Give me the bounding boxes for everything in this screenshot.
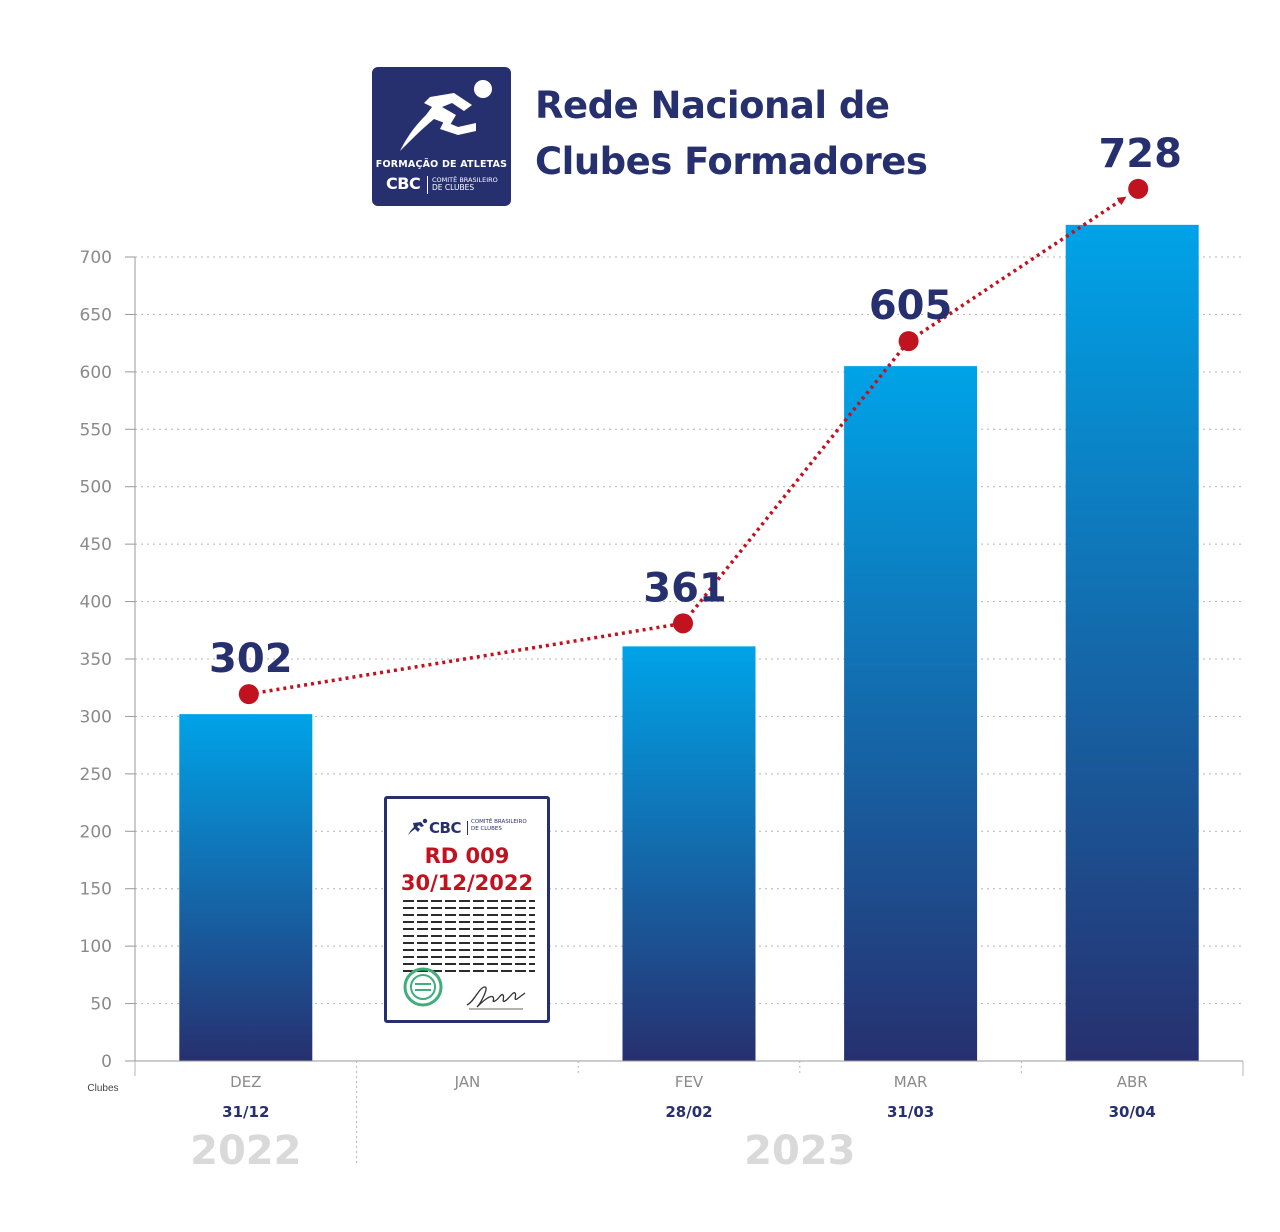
- y-tick-label: 500: [80, 478, 112, 498]
- x-tick-label: JAN: [454, 1073, 481, 1091]
- value-label: 302: [209, 636, 293, 682]
- x-axis: DEZ 31/12 JAN FEV 28/02 MAR 31/03 ABR 30/04 2022 2…: [134, 1060, 1244, 1174]
- y-tick-label: 700: [80, 248, 112, 268]
- y-tick-label: 200: [80, 822, 112, 842]
- y-axis-label: Clubes: [87, 1083, 118, 1094]
- value-label: 728: [1098, 131, 1182, 177]
- runner-icon: [408, 818, 428, 835]
- y-tick-label: 350: [80, 650, 112, 670]
- y-tick-label: 0: [101, 1052, 112, 1072]
- x-tick-label: FEV: [675, 1073, 704, 1091]
- year-label: 2022: [190, 1128, 301, 1174]
- doc-org-text: COMITÊ BRASILEIRO DE CLUBES: [471, 819, 527, 832]
- trend-point: [1128, 178, 1149, 199]
- trend-line: [238, 178, 1149, 705]
- x-tick-label: ABR: [1117, 1073, 1148, 1091]
- value-labels: 302 361 605 728: [209, 131, 1182, 682]
- y-tick-label: 650: [80, 305, 112, 325]
- year-label: 2023: [744, 1128, 855, 1174]
- logo-org-line2: DE CLUBES: [432, 184, 498, 192]
- value-label: 361: [643, 565, 727, 611]
- trend-arrowhead: [1116, 196, 1127, 206]
- formacao-atletas-logo: FORMAÇÃO DE ATLETAS CBC COMITÊ BRASILEIR…: [372, 67, 511, 206]
- doc-text-lines: [403, 900, 535, 972]
- logo-program-text: FORMAÇÃO DE ATLETAS: [375, 159, 508, 170]
- logo-separator: [427, 176, 428, 194]
- title-line-1: Rede Nacional de: [535, 84, 890, 127]
- logo-brand-text: CBC: [386, 174, 421, 193]
- doc-code: RD 009: [424, 844, 510, 868]
- doc-resolution: RD 009 30/12/2022: [387, 843, 547, 897]
- doc-brand-text: CBC: [429, 819, 461, 837]
- y-tick-label: 300: [80, 707, 112, 727]
- logo-org-line2-a: DE: [432, 183, 443, 192]
- runner-icon: [400, 80, 492, 151]
- trend-segment: [681, 340, 910, 625]
- bar-dez: [179, 714, 313, 1061]
- signature-icon: [466, 986, 526, 1010]
- x-date-label: 31/12: [222, 1103, 269, 1121]
- y-tick-label: 50: [90, 995, 112, 1015]
- trend-point: [898, 331, 919, 352]
- y-tick-label: 100: [80, 937, 112, 957]
- doc-separator: [467, 821, 468, 835]
- bar-mar: [844, 366, 978, 1062]
- y-tick-label: 150: [80, 880, 112, 900]
- x-tick-label: MAR: [894, 1073, 928, 1091]
- trend-point: [673, 613, 693, 634]
- y-tick-label: 450: [80, 535, 112, 555]
- x-date-label: 28/02: [665, 1103, 712, 1121]
- x-date-label: 31/03: [887, 1103, 934, 1121]
- bar-fev: [622, 646, 756, 1061]
- x-date-label: 30/04: [1109, 1103, 1156, 1121]
- y-tick-label: 550: [80, 420, 112, 440]
- trend-point: [238, 684, 259, 705]
- doc-org-line1: COMITÊ BRASILEIRO: [471, 819, 527, 825]
- y-tick-label: 400: [80, 593, 112, 613]
- logo-org-line3: CLUBES: [444, 183, 475, 192]
- page-title: Rede Nacional de Clubes Formadores: [535, 78, 928, 190]
- resolution-document: CBC COMITÊ BRASILEIRO DE CLUBES RD 009 3…: [384, 796, 550, 1023]
- trend-segment: [248, 621, 684, 696]
- seal-icon: [403, 967, 443, 1007]
- y-tick-label: 600: [80, 363, 112, 383]
- bar-abr: [1065, 224, 1199, 1062]
- x-tick-label: DEZ: [230, 1073, 261, 1091]
- logo-org-text: COMITÊ BRASILEIRO DE CLUBES: [432, 176, 498, 192]
- bars: [179, 224, 1199, 1062]
- doc-org-line2: DE CLUBES: [471, 825, 502, 832]
- trend-segment: [907, 199, 1121, 343]
- title-line-2: Clubes Formadores: [535, 140, 928, 183]
- y-tick-label: 250: [80, 765, 112, 785]
- logo-org-line1: COMITÊ BRASILEIRO: [432, 176, 498, 184]
- doc-date: 30/12/2022: [400, 871, 534, 895]
- value-label: 605: [869, 283, 953, 329]
- y-axis-ticks: 0 50 100 150 200 250 300 350 400 450 500 550 600 650 7…: [80, 248, 136, 1094]
